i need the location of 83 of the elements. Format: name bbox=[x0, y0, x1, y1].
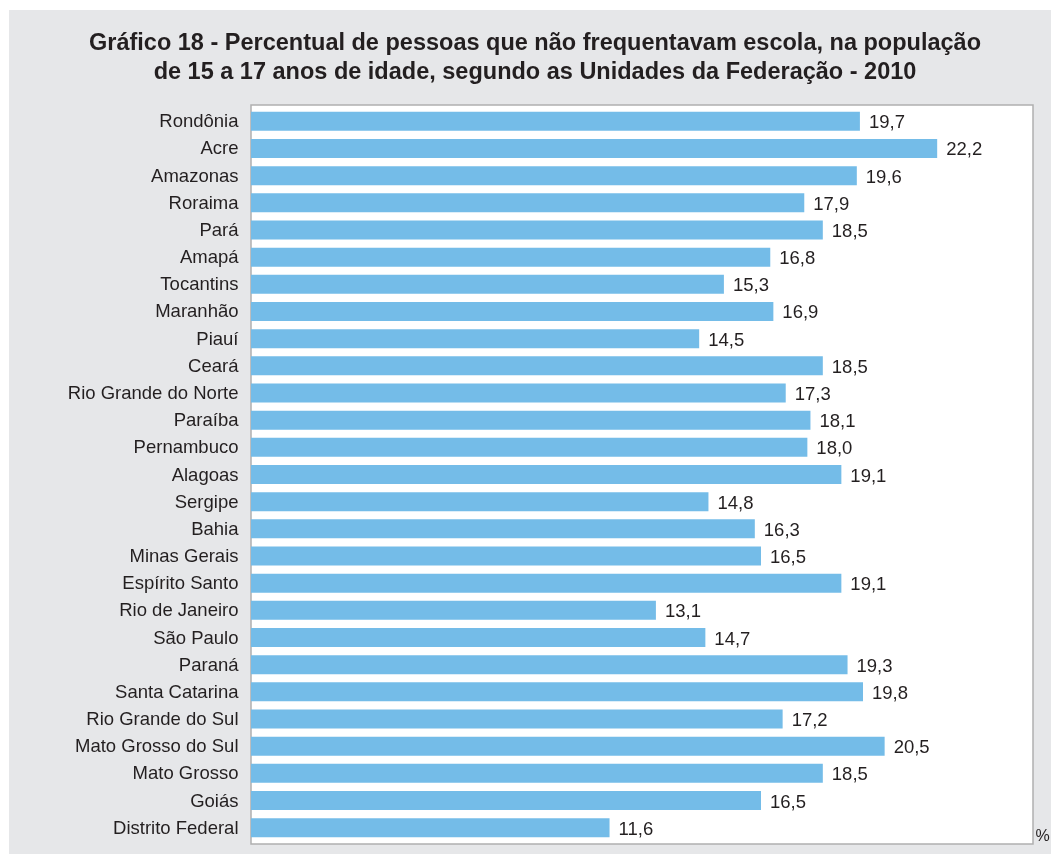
bar bbox=[251, 410, 811, 430]
y-tick-label: Rio Grande do Sul bbox=[86, 708, 239, 730]
y-tick-label: Rio de Janeiro bbox=[119, 599, 239, 621]
bar bbox=[251, 763, 823, 783]
data-label: 16,3 bbox=[763, 518, 800, 540]
data-label: 19,1 bbox=[850, 464, 887, 486]
y-tick-label: Acre bbox=[200, 137, 239, 159]
bar bbox=[251, 193, 805, 213]
data-label: 15,3 bbox=[732, 274, 769, 296]
bar bbox=[251, 655, 848, 675]
data-label: 18,5 bbox=[831, 763, 868, 785]
y-tick-label: Piauí bbox=[196, 327, 240, 349]
data-label: 19,6 bbox=[865, 165, 902, 187]
bar bbox=[251, 519, 755, 539]
y-tick-label: Paraná bbox=[178, 653, 240, 675]
bar bbox=[251, 709, 783, 729]
bar bbox=[251, 111, 860, 131]
data-label: 19,8 bbox=[872, 681, 909, 703]
data-label: 19,1 bbox=[850, 573, 887, 595]
data-label: 13,1 bbox=[664, 600, 701, 622]
y-tick-label: Rio Grande do Norte bbox=[67, 381, 239, 403]
data-label: 17,3 bbox=[794, 382, 831, 404]
data-label: 14,8 bbox=[717, 491, 754, 513]
data-label: 18,5 bbox=[831, 219, 868, 241]
bar bbox=[251, 247, 771, 267]
y-tick-label: Bahia bbox=[191, 517, 240, 539]
y-tick-label: Roraima bbox=[168, 191, 240, 213]
y-tick-label: Maranhão bbox=[155, 300, 239, 322]
bar bbox=[251, 628, 706, 648]
y-tick-label: Pará bbox=[199, 218, 240, 240]
data-label: 18,1 bbox=[819, 410, 856, 432]
bar bbox=[251, 356, 823, 376]
data-label: 14,7 bbox=[714, 627, 751, 649]
data-label: 16,8 bbox=[779, 247, 816, 269]
y-tick-label: Rondônia bbox=[159, 110, 240, 132]
y-tick-label: Goiás bbox=[190, 789, 239, 811]
bar bbox=[251, 383, 786, 403]
bar bbox=[251, 791, 761, 811]
bar bbox=[251, 274, 724, 294]
data-label: 17,9 bbox=[813, 192, 850, 214]
y-tick-label: Amazonas bbox=[151, 164, 239, 186]
y-tick-label: Santa Catarina bbox=[115, 680, 240, 702]
y-tick-label: Distrito Federal bbox=[113, 816, 239, 838]
y-tick-label: Amapá bbox=[179, 246, 240, 268]
bar bbox=[251, 573, 842, 593]
data-label: 14,5 bbox=[708, 328, 745, 350]
bar bbox=[251, 546, 761, 566]
data-label: 18,0 bbox=[816, 437, 853, 459]
y-tick-label: Paraíba bbox=[173, 409, 240, 431]
data-label: 18,5 bbox=[831, 355, 868, 377]
bar bbox=[251, 464, 842, 485]
y-tick-label: Mato Grosso do Sul bbox=[75, 735, 239, 757]
data-label: 19,7 bbox=[868, 111, 905, 133]
data-label: 19,3 bbox=[856, 654, 893, 676]
bar bbox=[251, 600, 656, 620]
bar bbox=[251, 492, 709, 512]
bar bbox=[251, 329, 700, 349]
bar bbox=[251, 682, 863, 702]
data-label: 11,6 bbox=[618, 817, 654, 839]
data-label: 17,2 bbox=[791, 709, 828, 731]
y-tick-label: Minas Gerais bbox=[129, 545, 239, 567]
bar bbox=[251, 736, 885, 756]
x-axis-title: % bbox=[1035, 826, 1050, 844]
data-label: 16,5 bbox=[770, 790, 807, 812]
bar bbox=[251, 301, 774, 321]
y-tick-label: Espírito Santo bbox=[122, 572, 239, 594]
chart-title: Gráfico 18 - Percentual de pessoas que não frequentavam escola, na população de 15 a 17 anos de idade, segundo as Unidades da Federação - 2010 bbox=[89, 28, 981, 84]
y-tick-label: São Paulo bbox=[153, 626, 239, 648]
y-tick-label: Ceará bbox=[188, 354, 240, 376]
data-label: 16,9 bbox=[782, 301, 819, 323]
y-tick-label: Mato Grosso bbox=[132, 762, 239, 784]
y-tick-label: Tocantins bbox=[160, 273, 239, 295]
bar bbox=[251, 138, 938, 158]
bar bbox=[251, 220, 823, 240]
data-label: 20,5 bbox=[893, 736, 930, 758]
y-tick-label: Alagoas bbox=[171, 463, 239, 485]
y-tick-label: Pernambuco bbox=[133, 436, 239, 458]
bar bbox=[251, 818, 610, 838]
bar bbox=[251, 437, 808, 457]
bar bbox=[251, 166, 857, 186]
data-label: 22,2 bbox=[946, 138, 983, 160]
y-tick-label: Sergipe bbox=[174, 490, 239, 512]
data-label: 16,5 bbox=[770, 546, 807, 568]
